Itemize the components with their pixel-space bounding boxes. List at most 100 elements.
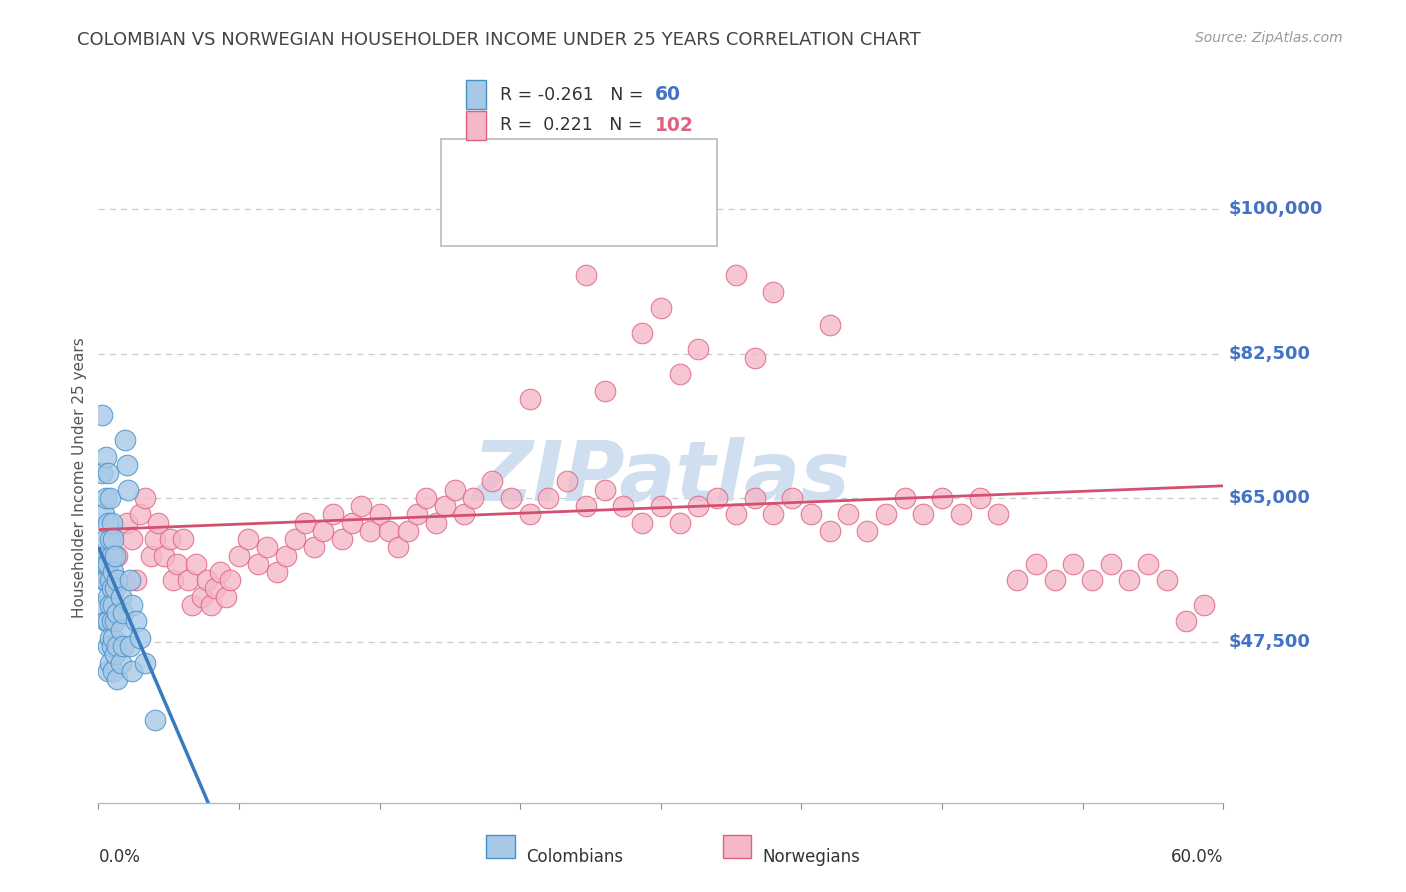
Point (103, 532, 125, 546)
Point (100, 549, 122, 563)
Text: Norwegians: Norwegians (762, 848, 860, 866)
Text: $65,000: $65,000 (1229, 489, 1310, 507)
Point (724, 268, 747, 283)
Point (519, 392, 541, 406)
Point (312, 524, 335, 538)
Point (1174, 615, 1197, 629)
Point (434, 499, 457, 513)
Point (97, 516, 120, 530)
Point (103, 664, 125, 678)
FancyBboxPatch shape (723, 835, 751, 858)
Point (762, 508, 785, 522)
Point (818, 318, 841, 332)
Point (111, 639, 134, 653)
Text: $82,500: $82,500 (1229, 344, 1310, 362)
Point (443, 219, 465, 233)
Point (406, 508, 429, 522)
Point (91, 466, 114, 480)
Point (1025, 557, 1047, 571)
Point (724, 508, 747, 522)
Point (246, 557, 269, 571)
Point (949, 508, 972, 522)
Point (256, 541, 278, 555)
Point (97, 590, 120, 604)
Point (97, 557, 120, 571)
Point (121, 532, 143, 546)
Point (97, 574, 120, 588)
Point (238, 532, 260, 546)
Point (330, 532, 353, 546)
Point (125, 615, 148, 629)
Point (98, 532, 121, 546)
Point (688, 499, 710, 513)
Text: Source: ZipAtlas.com: Source: ZipAtlas.com (1195, 31, 1343, 45)
Point (104, 549, 127, 563)
Point (744, 491, 766, 505)
Point (1137, 557, 1160, 571)
Point (294, 516, 316, 530)
Point (537, 491, 560, 505)
Point (128, 508, 150, 522)
Point (274, 549, 297, 563)
Point (105, 549, 128, 563)
Point (105, 574, 128, 588)
Text: 0.0%: 0.0% (98, 848, 141, 866)
Point (266, 565, 288, 579)
Text: $47,500: $47,500 (1229, 633, 1310, 651)
Text: COLOMBIAN VS NORWEGIAN HOUSEHOLDER INCOME UNDER 25 YEARS CORRELATION CHART: COLOMBIAN VS NORWEGIAN HOUSEHOLDER INCOM… (77, 31, 921, 49)
Text: Colombians: Colombians (526, 848, 623, 866)
Point (1156, 574, 1178, 588)
Text: R =  0.221   N =: R = 0.221 N = (501, 116, 648, 135)
Point (97, 664, 120, 678)
Point (209, 565, 232, 579)
Point (453, 508, 475, 522)
Point (969, 491, 991, 505)
Point (97, 466, 120, 480)
Point (368, 508, 391, 522)
Point (117, 483, 139, 497)
Point (121, 598, 143, 612)
Point (115, 516, 138, 530)
Point (103, 565, 125, 579)
Point (463, 491, 485, 505)
FancyBboxPatch shape (441, 138, 717, 246)
Point (177, 574, 200, 588)
Point (94, 491, 117, 505)
Point (128, 631, 150, 645)
Point (1005, 574, 1028, 588)
Text: ZIPatlas: ZIPatlas (472, 437, 849, 517)
Point (931, 491, 953, 505)
Point (875, 508, 897, 522)
Point (780, 491, 803, 505)
Point (893, 491, 915, 505)
Point (94, 532, 117, 546)
Point (110, 623, 132, 637)
Text: $100,000: $100,000 (1229, 201, 1323, 219)
Point (94, 557, 117, 571)
Point (800, 508, 823, 522)
Point (593, 483, 616, 497)
Point (1081, 574, 1104, 588)
Point (143, 532, 166, 546)
Point (105, 672, 128, 686)
Point (97, 615, 120, 629)
Point (744, 351, 766, 365)
Point (593, 384, 616, 398)
Text: 60.0%: 60.0% (1171, 848, 1223, 866)
Y-axis label: Householder Income Under 25 years: Householder Income Under 25 years (72, 337, 87, 617)
Point (443, 483, 465, 497)
Point (172, 532, 194, 546)
Point (762, 285, 785, 299)
Point (575, 499, 598, 513)
Point (93, 574, 115, 588)
Point (100, 582, 122, 596)
Point (481, 475, 503, 489)
Point (650, 301, 672, 316)
Point (284, 532, 307, 546)
Point (134, 491, 156, 505)
Point (322, 508, 344, 522)
Point (818, 524, 841, 538)
Point (1062, 557, 1084, 571)
Point (98, 574, 121, 588)
Point (668, 516, 690, 530)
